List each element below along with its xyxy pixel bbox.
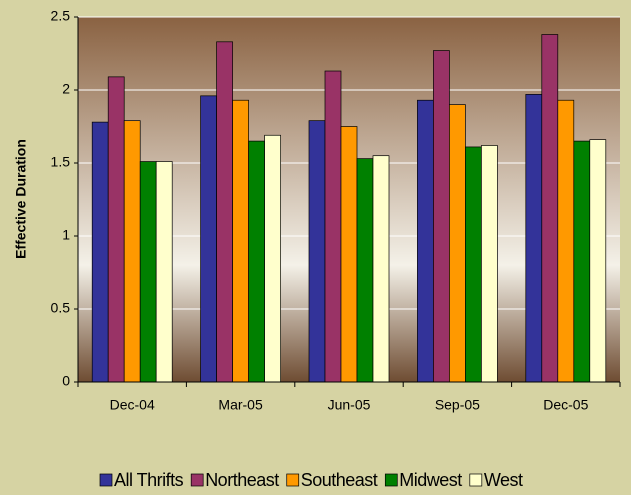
bar	[200, 95, 217, 383]
y-tick-label: 1.5	[51, 154, 71, 170]
bar	[449, 104, 466, 383]
legend-label: All Thrifts	[114, 470, 184, 490]
bar	[465, 146, 482, 383]
bar	[216, 41, 233, 383]
bar	[433, 50, 450, 383]
legend-swatch	[190, 473, 204, 487]
bar	[356, 158, 374, 383]
bar	[481, 145, 498, 383]
y-tick-label: 1	[62, 227, 70, 243]
legend-swatch	[469, 473, 483, 487]
x-tick-label: Dec-04	[110, 397, 155, 413]
bar	[340, 126, 358, 383]
bar	[308, 120, 326, 383]
legend-label: Northeast	[205, 470, 279, 490]
bar	[139, 161, 157, 383]
bar	[541, 34, 559, 383]
bar	[107, 76, 125, 383]
y-tick-label: 2	[62, 81, 70, 97]
y-tick-label: 0	[62, 373, 70, 389]
legend-swatch	[384, 473, 398, 487]
legend-label: Midwest	[399, 470, 462, 490]
x-tick-label: Sep-05	[435, 397, 480, 413]
x-tick-label: Dec-05	[543, 397, 588, 413]
legend-label: West	[484, 470, 523, 490]
bar	[155, 161, 173, 383]
bar	[525, 94, 543, 383]
bar	[573, 140, 591, 383]
bar	[372, 155, 390, 383]
x-tick-label: Jun-05	[328, 397, 371, 413]
y-axis-label: Effective Duration	[13, 139, 29, 259]
bar	[232, 99, 249, 383]
bar	[91, 121, 109, 383]
bar	[417, 99, 434, 383]
legend-swatch	[99, 473, 113, 487]
bar	[264, 134, 281, 383]
bar	[248, 140, 265, 383]
x-tick-label: Mar-05	[218, 397, 263, 413]
bar	[589, 139, 607, 383]
y-tick-label: 0.5	[51, 300, 71, 316]
y-tick-label: 2.5	[51, 8, 71, 24]
bar	[324, 70, 342, 383]
bar	[557, 99, 575, 383]
legend-swatch	[286, 473, 300, 487]
legend-label: Southeast	[301, 470, 378, 490]
bar	[123, 120, 141, 383]
